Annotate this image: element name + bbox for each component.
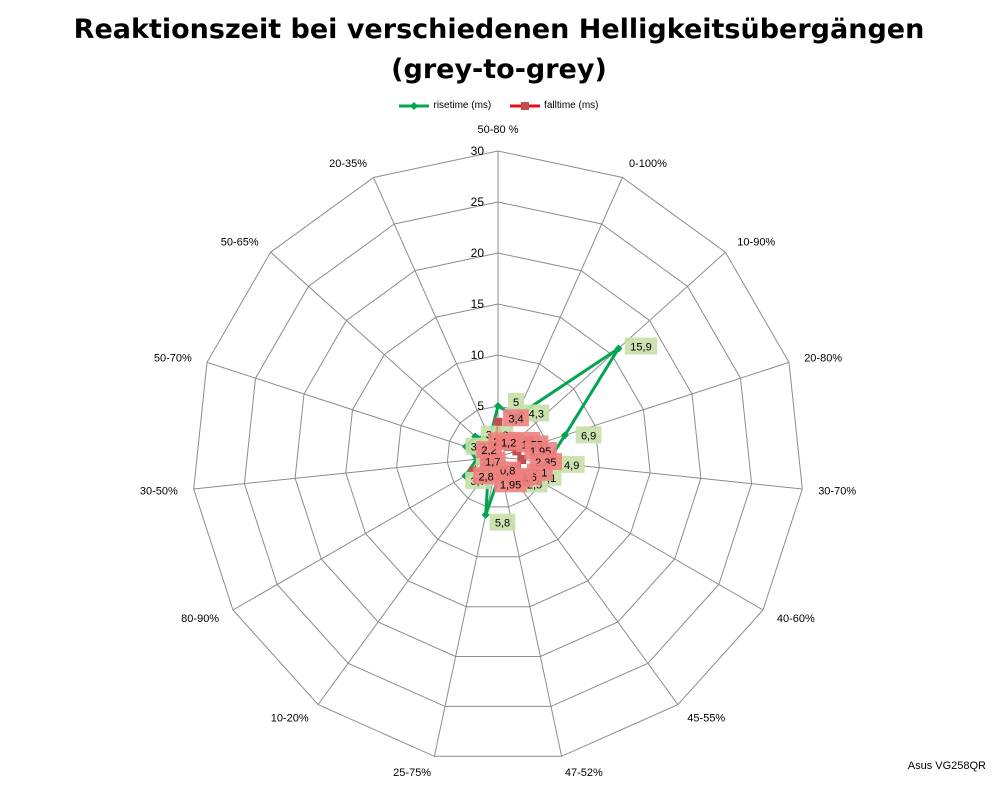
category-label-4: 30-70% <box>818 486 856 498</box>
risetime-label-1: 4,3 <box>529 409 544 421</box>
grid-ring-5 <box>243 201 753 707</box>
falltime-point-0 <box>493 417 503 427</box>
risetime-label-box-8 <box>489 513 516 531</box>
category-label-0: 50-80 % <box>478 124 519 136</box>
chart-title-line-1: Reaktionszeit bei verschiedenen Helligke… <box>73 14 925 45</box>
falltime-label-box-8 <box>494 475 527 493</box>
category-label-1: 0-100% <box>629 158 667 170</box>
grid-spoke-13 <box>270 251 499 458</box>
falltime-label-8: 1,95 <box>500 479 521 491</box>
risetime-point-2 <box>614 344 623 353</box>
risetime-label-box-0 <box>508 393 524 410</box>
risetime-point-3 <box>560 431 569 440</box>
grid-ring-1 <box>446 405 550 508</box>
category-label-7: 47-52% <box>565 767 603 779</box>
grid-ring-6 <box>193 150 803 757</box>
category-label-2: 10-90% <box>737 237 775 249</box>
risetime-label-3: 6,9 <box>581 430 596 442</box>
grid-spoke-9 <box>317 456 499 705</box>
risetime-label-8: 5,8 <box>495 518 510 530</box>
axis-tick-label-3: 15 <box>471 297 485 311</box>
chart-legend: risetime (ms) falltime (ms) <box>0 100 998 111</box>
chart-title: Reaktionszeit bei verschiedenen Helligke… <box>0 10 998 90</box>
falltime-label-0: 3,4 <box>508 413 523 425</box>
legend-line-diamond-icon <box>399 101 430 110</box>
axis-tick-label-4: 20 <box>471 246 485 260</box>
axis-tick-label-6: 30 <box>471 144 485 158</box>
grid-spoke-11 <box>193 456 499 490</box>
grid-ring-2 <box>396 354 600 558</box>
grid-spoke-14 <box>373 177 499 458</box>
falltime-label-14: 1,2 <box>501 437 516 449</box>
falltime-label-box-14 <box>495 433 522 451</box>
risetime-point-0 <box>494 402 502 410</box>
falltime-label-box-0 <box>503 409 529 427</box>
risetime-label-0: 5 <box>513 397 519 409</box>
risetime-label-2: 15,9 <box>630 342 651 354</box>
legend-label-risetime: risetime (ms) <box>433 100 492 111</box>
axis-tick-label-5: 25 <box>471 195 485 209</box>
grid-spoke-12 <box>206 361 499 458</box>
legend-entry-risetime: risetime (ms) <box>399 100 491 111</box>
legend-entry-falltime: falltime (ms) <box>510 100 599 111</box>
category-label-6: 45-55% <box>687 713 725 725</box>
risetime-label-box-4 <box>558 455 585 473</box>
grid-spoke-10 <box>232 456 499 611</box>
legend-line-square-icon <box>510 101 541 110</box>
falltime-label-box-10 <box>473 467 499 485</box>
risetime-label-box-1 <box>523 404 550 422</box>
category-label-8: 25-75% <box>393 767 431 779</box>
falltime-point-4 <box>517 455 527 464</box>
risetime-label-box-2 <box>624 337 658 355</box>
category-label-3: 20-80% <box>804 353 842 365</box>
grid-ring-3 <box>345 303 651 608</box>
grid-spoke-6 <box>497 456 679 705</box>
category-label-9: 10-20% <box>271 713 309 725</box>
axis-tick-label-1: 5 <box>477 399 484 413</box>
falltime-label-10: 2,8 <box>478 471 493 483</box>
category-label-11: 30-50% <box>140 486 178 498</box>
grid-ring-4 <box>294 252 702 657</box>
category-label-5: 40-60% <box>777 613 815 625</box>
category-label-10: 80-90% <box>181 613 219 625</box>
chart-title-line-2: (grey-to-grey) <box>391 54 607 85</box>
grid-spoke-7 <box>497 456 563 757</box>
risetime-point-8 <box>481 510 490 519</box>
category-label-13: 50-65% <box>221 237 259 249</box>
risetime-label-4: 4,9 <box>564 460 579 472</box>
chart-credit: Asus VG258QR <box>907 760 986 772</box>
legend-label-falltime: falltime (ms) <box>544 100 599 111</box>
risetime-label-box-3 <box>575 426 602 444</box>
axis-tick-label-2: 10 <box>471 348 485 362</box>
category-label-14: 20-35% <box>329 158 367 170</box>
category-label-12: 50-70% <box>154 353 192 365</box>
falltime-label-11: 1,7 <box>485 456 500 468</box>
